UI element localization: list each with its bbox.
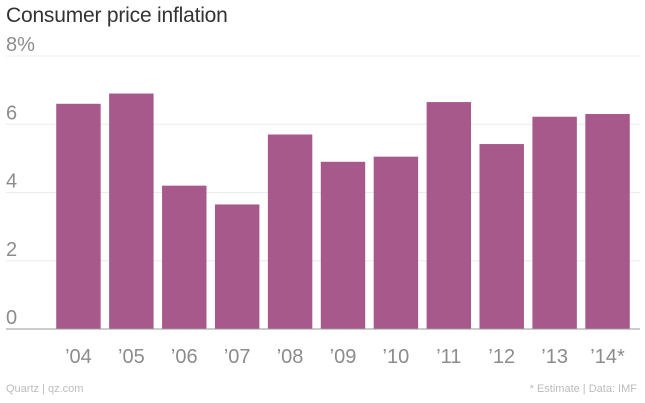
bar: [585, 114, 630, 329]
bar: [532, 116, 577, 330]
bar: [109, 93, 154, 329]
footer-source-left: Quartz | qz.com: [6, 383, 84, 395]
x-tick-label: ’06: [171, 346, 198, 368]
bar: [162, 185, 207, 329]
chart-title: Consumer price inflation: [6, 4, 228, 27]
bar: [479, 144, 524, 329]
x-tick-label: ’11: [436, 346, 461, 368]
bar: [214, 204, 260, 329]
y-tick-label: 2: [6, 239, 17, 261]
x-tick-label: ’08: [277, 346, 304, 368]
x-tick-label: ’05: [118, 346, 145, 368]
y-tick-label: 8%: [6, 34, 35, 56]
y-tick-label: 0: [6, 307, 17, 329]
x-tick-label: ’10: [383, 346, 410, 368]
x-tick-label: ’13: [541, 346, 568, 368]
x-tick-label: ’04: [65, 346, 92, 368]
x-tick-label: ’09: [330, 346, 357, 368]
bars-group: [56, 93, 630, 330]
footer-source-right: * Estimate | Data: IMF: [529, 383, 637, 395]
bar: [373, 156, 419, 329]
y-tick-labels: 0 2 4 6 8%: [6, 34, 35, 329]
y-tick-label: 4: [6, 171, 17, 193]
bar: [426, 102, 472, 329]
x-tick-label: ’07: [224, 346, 251, 368]
bar: [267, 134, 313, 329]
bar: [320, 161, 366, 329]
bar: [56, 103, 101, 330]
x-tick-labels: ’04 ’05 ’06 ’07 ’08 ’09 ’10 ’11 ’12 ’13 ’14*: [65, 346, 625, 368]
x-tick-label: ’12: [488, 346, 515, 368]
y-tick-label: 6: [6, 102, 17, 124]
x-tick-label: ’14*: [590, 346, 625, 368]
